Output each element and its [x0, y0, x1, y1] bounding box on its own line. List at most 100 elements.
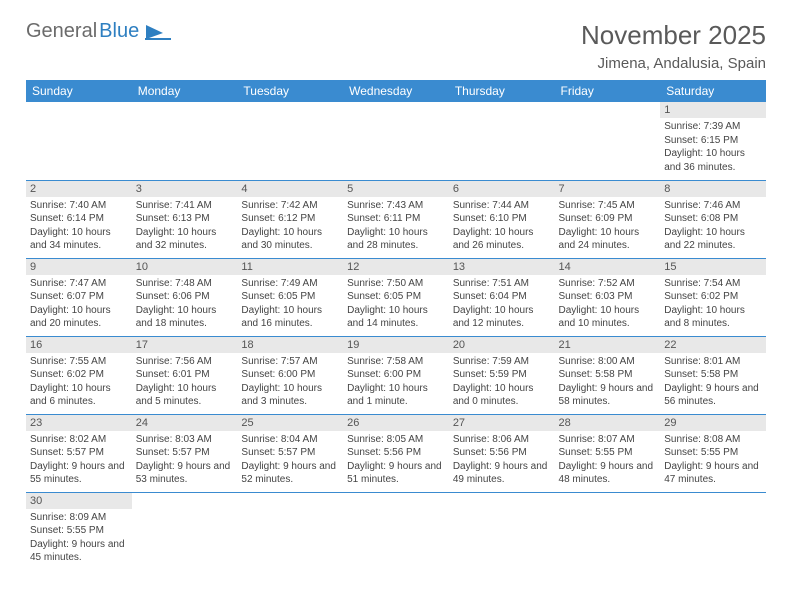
daylight-text: Daylight: 9 hours and 52 minutes. — [241, 460, 339, 487]
day-content: Sunrise: 8:00 AMSunset: 5:58 PMDaylight:… — [555, 353, 661, 413]
day-number: 10 — [132, 259, 238, 275]
day-content: Sunrise: 8:03 AMSunset: 5:57 PMDaylight:… — [132, 431, 238, 491]
logo-text-1: General — [26, 20, 97, 43]
daylight-text: Daylight: 10 hours and 12 minutes. — [453, 304, 551, 331]
day-number: 4 — [237, 181, 343, 197]
daylight-text: Daylight: 9 hours and 47 minutes. — [664, 460, 762, 487]
daylight-text: Daylight: 10 hours and 0 minutes. — [453, 382, 551, 409]
day-content: Sunrise: 8:08 AMSunset: 5:55 PMDaylight:… — [660, 431, 766, 491]
sunset-text: Sunset: 6:14 PM — [30, 212, 128, 226]
day-header-row: Sunday Monday Tuesday Wednesday Thursday… — [26, 80, 766, 102]
sunset-text: Sunset: 5:59 PM — [453, 368, 551, 382]
sunrise-text: Sunrise: 7:48 AM — [136, 277, 234, 291]
day-number: 20 — [449, 337, 555, 353]
day-number: 8 — [660, 181, 766, 197]
day-content: Sunrise: 8:01 AMSunset: 5:58 PMDaylight:… — [660, 353, 766, 413]
calendar-cell: 19Sunrise: 7:58 AMSunset: 6:00 PMDayligh… — [343, 336, 449, 414]
day-content: Sunrise: 7:49 AMSunset: 6:05 PMDaylight:… — [237, 275, 343, 335]
calendar-cell: 17Sunrise: 7:56 AMSunset: 6:01 PMDayligh… — [132, 336, 238, 414]
sunrise-text: Sunrise: 7:58 AM — [347, 355, 445, 369]
day-content: Sunrise: 7:50 AMSunset: 6:05 PMDaylight:… — [343, 275, 449, 335]
sunset-text: Sunset: 5:56 PM — [347, 446, 445, 460]
calendar-cell: 24Sunrise: 8:03 AMSunset: 5:57 PMDayligh… — [132, 414, 238, 492]
calendar-row: 23Sunrise: 8:02 AMSunset: 5:57 PMDayligh… — [26, 414, 766, 492]
day-content: Sunrise: 7:59 AMSunset: 5:59 PMDaylight:… — [449, 353, 555, 413]
daylight-text: Daylight: 9 hours and 49 minutes. — [453, 460, 551, 487]
sunset-text: Sunset: 5:57 PM — [30, 446, 128, 460]
calendar-cell: 12Sunrise: 7:50 AMSunset: 6:05 PMDayligh… — [343, 258, 449, 336]
sunrise-text: Sunrise: 7:44 AM — [453, 199, 551, 213]
day-content: Sunrise: 8:05 AMSunset: 5:56 PMDaylight:… — [343, 431, 449, 491]
daylight-text: Daylight: 10 hours and 26 minutes. — [453, 226, 551, 253]
sunrise-text: Sunrise: 7:56 AM — [136, 355, 234, 369]
daylight-text: Daylight: 10 hours and 28 minutes. — [347, 226, 445, 253]
day-content: Sunrise: 7:47 AMSunset: 6:07 PMDaylight:… — [26, 275, 132, 335]
sunset-text: Sunset: 6:05 PM — [347, 290, 445, 304]
calendar-cell: 22Sunrise: 8:01 AMSunset: 5:58 PMDayligh… — [660, 336, 766, 414]
sunrise-text: Sunrise: 7:49 AM — [241, 277, 339, 291]
day-content: Sunrise: 7:52 AMSunset: 6:03 PMDaylight:… — [555, 275, 661, 335]
day-number: 29 — [660, 415, 766, 431]
day-number: 14 — [555, 259, 661, 275]
daylight-text: Daylight: 10 hours and 14 minutes. — [347, 304, 445, 331]
calendar-cell — [237, 102, 343, 180]
calendar-cell: 29Sunrise: 8:08 AMSunset: 5:55 PMDayligh… — [660, 414, 766, 492]
calendar-cell: 3Sunrise: 7:41 AMSunset: 6:13 PMDaylight… — [132, 180, 238, 258]
day-content: Sunrise: 7:55 AMSunset: 6:02 PMDaylight:… — [26, 353, 132, 413]
logo-text-2: Blue — [99, 20, 139, 43]
sunset-text: Sunset: 5:58 PM — [559, 368, 657, 382]
day-number: 13 — [449, 259, 555, 275]
calendar-cell: 28Sunrise: 8:07 AMSunset: 5:55 PMDayligh… — [555, 414, 661, 492]
calendar-cell: 7Sunrise: 7:45 AMSunset: 6:09 PMDaylight… — [555, 180, 661, 258]
calendar-row: 9Sunrise: 7:47 AMSunset: 6:07 PMDaylight… — [26, 258, 766, 336]
calendar-cell — [555, 492, 661, 570]
day-number: 7 — [555, 181, 661, 197]
day-number: 19 — [343, 337, 449, 353]
daylight-text: Daylight: 10 hours and 8 minutes. — [664, 304, 762, 331]
sunrise-text: Sunrise: 8:04 AM — [241, 433, 339, 447]
calendar-cell: 6Sunrise: 7:44 AMSunset: 6:10 PMDaylight… — [449, 180, 555, 258]
daylight-text: Daylight: 10 hours and 34 minutes. — [30, 226, 128, 253]
sunset-text: Sunset: 5:55 PM — [559, 446, 657, 460]
sunset-text: Sunset: 5:57 PM — [241, 446, 339, 460]
sunrise-text: Sunrise: 7:54 AM — [664, 277, 762, 291]
day-number: 15 — [660, 259, 766, 275]
calendar-cell: 15Sunrise: 7:54 AMSunset: 6:02 PMDayligh… — [660, 258, 766, 336]
sunrise-text: Sunrise: 7:42 AM — [241, 199, 339, 213]
day-content: Sunrise: 7:45 AMSunset: 6:09 PMDaylight:… — [555, 197, 661, 257]
sunrise-text: Sunrise: 8:08 AM — [664, 433, 762, 447]
calendar-cell: 16Sunrise: 7:55 AMSunset: 6:02 PMDayligh… — [26, 336, 132, 414]
sunset-text: Sunset: 6:07 PM — [30, 290, 128, 304]
daylight-text: Daylight: 10 hours and 36 minutes. — [664, 147, 762, 174]
day-header: Saturday — [660, 80, 766, 102]
daylight-text: Daylight: 10 hours and 1 minute. — [347, 382, 445, 409]
day-content: Sunrise: 7:57 AMSunset: 6:00 PMDaylight:… — [237, 353, 343, 413]
day-number: 18 — [237, 337, 343, 353]
sunset-text: Sunset: 6:05 PM — [241, 290, 339, 304]
sunrise-text: Sunrise: 7:45 AM — [559, 199, 657, 213]
day-number: 25 — [237, 415, 343, 431]
sunset-text: Sunset: 6:06 PM — [136, 290, 234, 304]
calendar-cell — [555, 102, 661, 180]
daylight-text: Daylight: 10 hours and 3 minutes. — [241, 382, 339, 409]
day-number: 21 — [555, 337, 661, 353]
day-content: Sunrise: 7:41 AMSunset: 6:13 PMDaylight:… — [132, 197, 238, 257]
day-content: Sunrise: 8:09 AMSunset: 5:55 PMDaylight:… — [26, 509, 132, 569]
day-header: Thursday — [449, 80, 555, 102]
sunrise-text: Sunrise: 7:52 AM — [559, 277, 657, 291]
calendar-row: 2Sunrise: 7:40 AMSunset: 6:14 PMDaylight… — [26, 180, 766, 258]
day-number: 2 — [26, 181, 132, 197]
daylight-text: Daylight: 10 hours and 10 minutes. — [559, 304, 657, 331]
day-content: Sunrise: 8:02 AMSunset: 5:57 PMDaylight:… — [26, 431, 132, 491]
day-number: 28 — [555, 415, 661, 431]
daylight-text: Daylight: 10 hours and 16 minutes. — [241, 304, 339, 331]
day-number: 26 — [343, 415, 449, 431]
calendar-cell: 2Sunrise: 7:40 AMSunset: 6:14 PMDaylight… — [26, 180, 132, 258]
calendar-row: 16Sunrise: 7:55 AMSunset: 6:02 PMDayligh… — [26, 336, 766, 414]
sunset-text: Sunset: 5:57 PM — [136, 446, 234, 460]
sunrise-text: Sunrise: 7:51 AM — [453, 277, 551, 291]
calendar-cell: 20Sunrise: 7:59 AMSunset: 5:59 PMDayligh… — [449, 336, 555, 414]
day-content: Sunrise: 7:51 AMSunset: 6:04 PMDaylight:… — [449, 275, 555, 335]
day-number: 1 — [660, 102, 766, 118]
logo: GeneralBlue — [26, 20, 171, 43]
